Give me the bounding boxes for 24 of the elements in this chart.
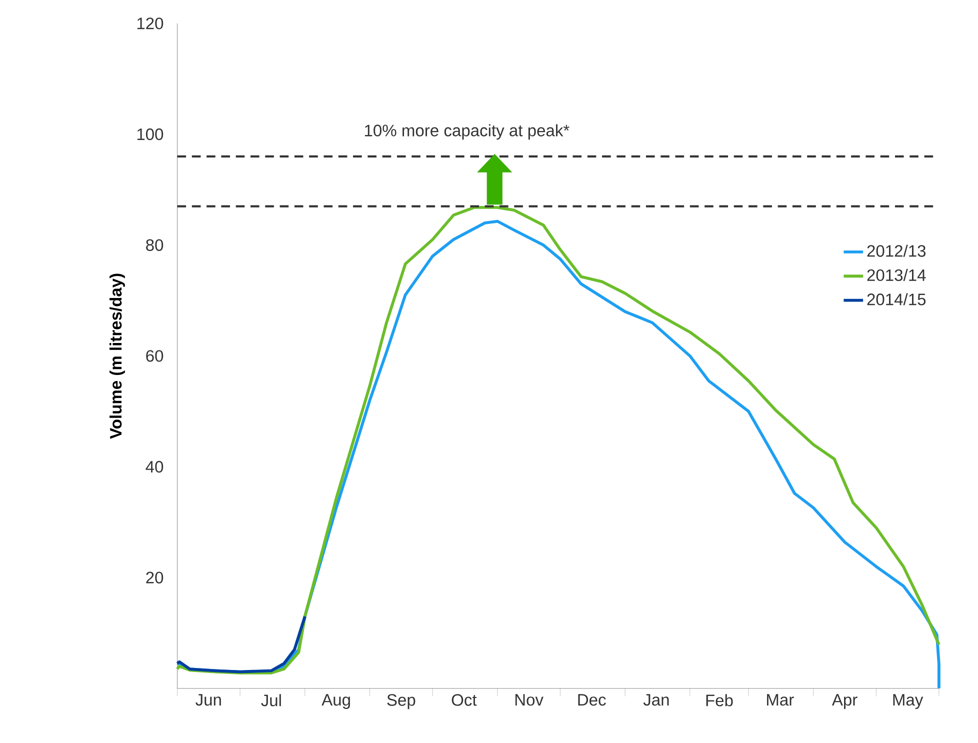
x-tick-label: Sep	[387, 694, 416, 710]
x-tick-label: May	[893, 694, 924, 709]
y-axis-title: Volume (m litres/day)	[110, 274, 125, 439]
x-tick-label: Mar	[767, 694, 794, 706]
x-tick-label: Jul	[261, 694, 281, 706]
y-tick-label: 60	[146, 350, 164, 362]
x-tick-label: Apr	[832, 694, 858, 709]
annotation: 10% more capacity at peak*	[365, 124, 570, 140]
x-tick-label: Jun	[196, 694, 221, 706]
legend-label: 2013/14	[867, 268, 926, 282]
y-tick-label: 120	[137, 18, 164, 30]
y-tick-label: 100	[137, 128, 164, 140]
legend-label: 2014/15	[867, 293, 926, 306]
y-tick-label: 40	[146, 460, 164, 473]
x-tick-label: Jan	[643, 694, 669, 706]
y-tick-label: 80	[146, 239, 164, 251]
x-tick-label: Oct	[452, 694, 477, 706]
x-tick-label: Feb	[706, 694, 733, 706]
x-tick-label: Nov	[515, 694, 544, 706]
y-tick-label: 20	[146, 572, 164, 584]
x-tick-label: Dec	[578, 694, 606, 706]
legend-label: 2012/13	[867, 244, 926, 257]
x-tick-label: Aug	[322, 694, 350, 709]
line-series	[176, 614, 306, 674]
